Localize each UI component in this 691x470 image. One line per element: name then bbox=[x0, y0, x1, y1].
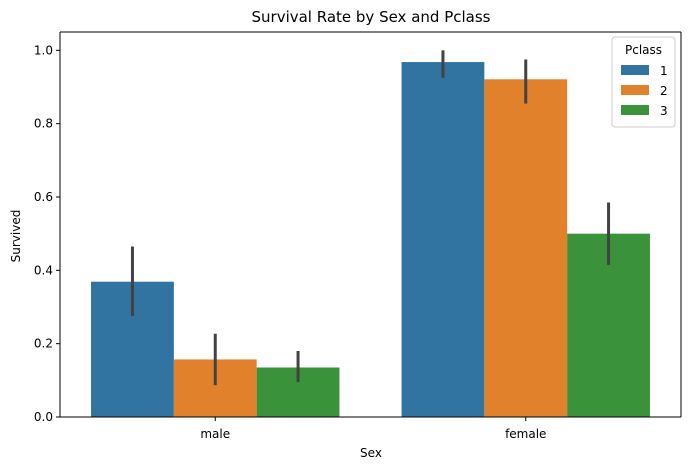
legend: Pclass 1 2 3 bbox=[611, 36, 676, 128]
bar-female-pclass-2 bbox=[484, 79, 568, 418]
legend-label-pclass-3: 3 bbox=[660, 104, 668, 118]
legend-label-pclass-1: 1 bbox=[660, 64, 668, 78]
x-tick-label-male: male bbox=[200, 427, 230, 441]
y-tick-label: 0.2 bbox=[34, 337, 53, 351]
y-tick-label: 0.4 bbox=[34, 263, 53, 277]
y-tick-label: 0.8 bbox=[34, 117, 53, 131]
bar-female-pclass-1 bbox=[401, 62, 485, 418]
x-tick-label-female: female bbox=[505, 427, 546, 441]
legend-box bbox=[611, 36, 676, 128]
y-tick-label: 0.0 bbox=[34, 410, 53, 424]
x-axis-label: Sex bbox=[360, 446, 382, 460]
legend-title: Pclass bbox=[625, 43, 662, 57]
chart-title: Survival Rate by Sex and Pclass bbox=[252, 8, 491, 26]
legend-label-pclass-2: 2 bbox=[660, 84, 668, 98]
y-tick-label: 1.0 bbox=[34, 43, 53, 57]
plot-area: 0.0 0.2 0.4 0.6 0.8 1.0 male female Pclass 1 2 3 bbox=[34, 31, 682, 441]
legend-swatch-pclass-1 bbox=[621, 65, 649, 75]
y-tick-label: 0.6 bbox=[34, 190, 53, 204]
legend-swatch-pclass-2 bbox=[621, 85, 649, 95]
y-axis-label: Survived bbox=[9, 210, 23, 263]
legend-swatch-pclass-3 bbox=[621, 105, 649, 115]
